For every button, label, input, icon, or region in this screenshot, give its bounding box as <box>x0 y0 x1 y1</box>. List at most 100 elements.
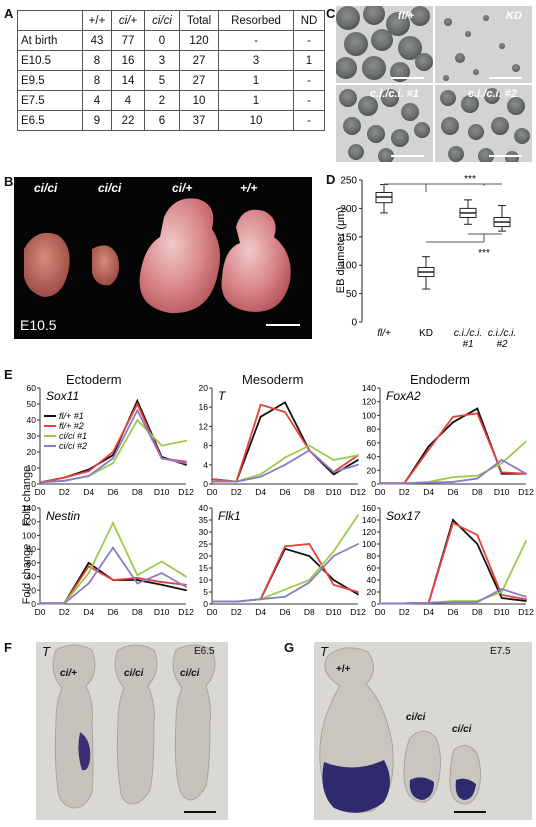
y-tick-label: 20 <box>199 551 209 561</box>
table-cell: E6.5 <box>17 110 83 131</box>
y-tick-label: 0 <box>31 479 36 489</box>
x-tick-label: D0 <box>35 487 46 497</box>
data-point <box>160 457 163 460</box>
table-cell: At birth <box>17 30 83 51</box>
table-cell: 1 <box>293 50 325 71</box>
y-tick-label: 120 <box>362 397 376 407</box>
stage-label-g: E7.5 <box>490 646 511 657</box>
x-tick-label: D0 <box>375 487 386 497</box>
table-cell: - <box>293 90 325 111</box>
y-tick-label: 20 <box>367 587 377 597</box>
table-cell: - <box>293 30 325 51</box>
table-cell: 9 <box>82 110 112 131</box>
x-tick-label: D10 <box>154 607 170 617</box>
table-cell: 37 <box>179 110 219 131</box>
endoderm-title: Endoderm <box>410 372 470 387</box>
data-point <box>500 597 503 599</box>
eb-label-kd: KD <box>506 10 522 22</box>
data-point <box>308 555 311 557</box>
series-line <box>212 547 359 603</box>
table-header-cell: Resorbed <box>218 10 294 31</box>
gene-label: T <box>218 389 227 403</box>
x-category-label: #1 <box>462 339 473 350</box>
in-situ-label-4: +/+ <box>336 664 351 675</box>
series-line <box>211 403 359 483</box>
y-tick-label: 60 <box>27 558 37 568</box>
series-line <box>40 546 187 605</box>
y-tick-label: 100 <box>362 539 376 549</box>
y-tick-label: 25 <box>199 539 209 549</box>
line-chart-foxa2: 0 20 40 60 80 100 120 140 D0 D2 D4 D6 D8 D10 D12 FoxA2 <box>362 384 534 497</box>
x-tick-label: D8 <box>472 607 483 617</box>
x-tick-label: D2 <box>399 607 410 617</box>
in-situ-e75-image <box>314 642 532 820</box>
data-point <box>427 601 430 604</box>
x-category-label: c.i./c.i. <box>454 328 482 339</box>
table-row: E10.5 8 16 3 27 3 1 <box>17 50 325 71</box>
data-point <box>235 480 238 483</box>
data-point <box>403 602 406 605</box>
legend-label: ci/ci #2 <box>59 441 87 451</box>
x-tick-label: D10 <box>154 487 170 497</box>
panel-letter-d: D <box>326 172 336 187</box>
data-point <box>185 462 187 465</box>
data-point <box>357 459 359 461</box>
y-tick-label: 35 <box>199 515 209 525</box>
chart-boxes: fl/+ KD c.i./c.i.#1c.i./c.i.#2 <box>375 184 516 350</box>
x-tick-label: D6 <box>448 487 459 497</box>
y-tick-label: 50 <box>27 399 37 409</box>
chart-axes: 0 50 100 150 200 250 <box>340 176 363 329</box>
data-point <box>500 471 503 474</box>
gene-label-f: T <box>42 644 50 659</box>
table-row: E7.5 4 4 2 10 1 - <box>17 90 325 111</box>
table-cell: 3 <box>144 50 180 71</box>
data-point <box>500 459 503 461</box>
data-point <box>160 444 163 447</box>
x-tick-label: D0 <box>35 607 46 617</box>
y-tick-label: 30 <box>27 431 37 441</box>
data-point <box>525 540 527 542</box>
data-point <box>284 463 286 466</box>
data-point <box>259 415 262 418</box>
data-point <box>525 598 527 601</box>
data-point <box>357 591 359 593</box>
x-tick-label: D4 <box>255 487 266 497</box>
x-tick-label: D4 <box>83 607 94 617</box>
y-tick-label: 250 <box>340 176 357 187</box>
data-point <box>63 476 66 479</box>
in-situ-e65-panel: T E6.5 ci/+ ci/ci ci/ci <box>36 642 228 820</box>
embryo-photo-panel: ci/ci ci/ci ci/+ +/+ E10.5 <box>14 177 312 339</box>
x-tick-label: D4 <box>255 607 266 617</box>
gene-label: Sox17 <box>386 509 421 523</box>
data-point <box>136 403 139 405</box>
data-point <box>332 471 335 473</box>
data-point <box>525 595 527 598</box>
data-point <box>185 439 187 442</box>
x-tick-label: D12 <box>350 487 366 497</box>
data-point <box>476 412 479 415</box>
data-point <box>112 546 114 549</box>
data-point <box>379 482 381 485</box>
y-tick-label: 4 <box>203 460 208 470</box>
x-tick-label: D12 <box>350 607 366 617</box>
data-point <box>284 595 286 598</box>
line-chart-nestin: 0 20 40 60 80 100 120 140 D0 D2 D4 D6 D8 D10 D12 Nestin <box>22 503 194 617</box>
table-cell: 14 <box>111 70 145 91</box>
y-tick-label: 160 <box>362 503 376 513</box>
legend-label: fl/+ #1 <box>59 411 84 421</box>
data-point <box>160 572 163 575</box>
table-header-row: +/+ ci/+ ci/ci Total Resorbed ND <box>17 10 325 31</box>
x-tick-label: D2 <box>231 607 242 617</box>
panel-letter-g: G <box>284 640 295 655</box>
panel-letter-a: A <box>4 6 14 21</box>
eb-label-ci2: c.i./c.i. #2 <box>468 88 517 100</box>
y-tick-label: 0 <box>203 599 208 609</box>
table-cell: 4 <box>82 90 112 111</box>
data-point <box>185 463 187 466</box>
genotype-table: +/+ ci/+ ci/ci Total Resorbed ND At birt… <box>17 10 325 131</box>
data-point <box>63 602 66 605</box>
y-tick-label: 200 <box>340 204 357 215</box>
y-tick-label: 140 <box>362 515 376 525</box>
data-point <box>308 543 311 545</box>
y-tick-label: 80 <box>27 544 37 554</box>
